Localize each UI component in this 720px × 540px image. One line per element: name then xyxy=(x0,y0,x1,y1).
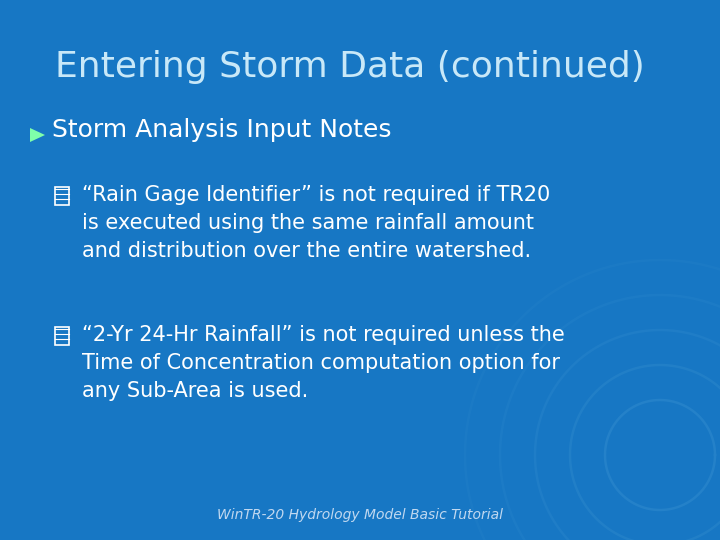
Polygon shape xyxy=(30,128,45,142)
Text: “2-Yr 24-Hr Rainfall” is not required unless the
Time of Concentration computati: “2-Yr 24-Hr Rainfall” is not required un… xyxy=(82,325,564,401)
Text: WinTR-20 Hydrology Model Basic Tutorial: WinTR-20 Hydrology Model Basic Tutorial xyxy=(217,508,503,522)
Text: Storm Analysis Input Notes: Storm Analysis Input Notes xyxy=(52,118,392,142)
Text: Entering Storm Data (continued): Entering Storm Data (continued) xyxy=(55,50,644,84)
Text: “Rain Gage Identifier” is not required if TR20
is executed using the same rainfa: “Rain Gage Identifier” is not required i… xyxy=(82,185,550,261)
